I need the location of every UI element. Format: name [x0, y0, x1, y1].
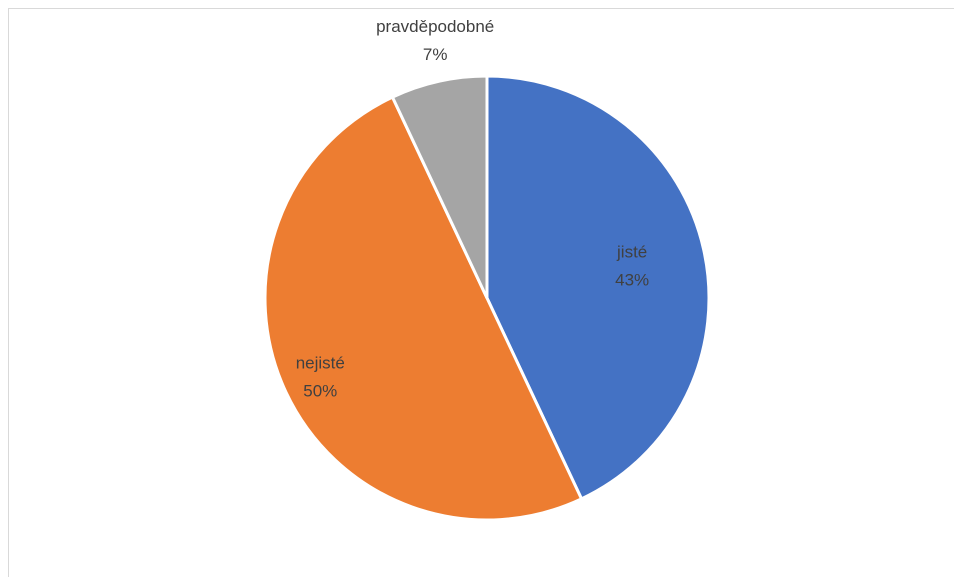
pie-slice-3 [390, 74, 489, 300]
slice-label-percent-3: 7% [423, 45, 448, 64]
slice-label-percent-2: 50% [303, 381, 337, 400]
slice-label-category-1: jisté [616, 243, 647, 262]
pie-slices [263, 74, 711, 522]
slice-labels: jisté 43% nejisté 50% pravděpodobné 7% [296, 17, 649, 400]
slice-label-percent-1: 43% [615, 271, 649, 290]
slice-label-category-2: nejisté [296, 353, 345, 372]
pie-slice-2 [263, 95, 584, 522]
pie-slice-1 [485, 74, 711, 501]
slice-label-category-3: pravděpodobné [376, 17, 494, 36]
